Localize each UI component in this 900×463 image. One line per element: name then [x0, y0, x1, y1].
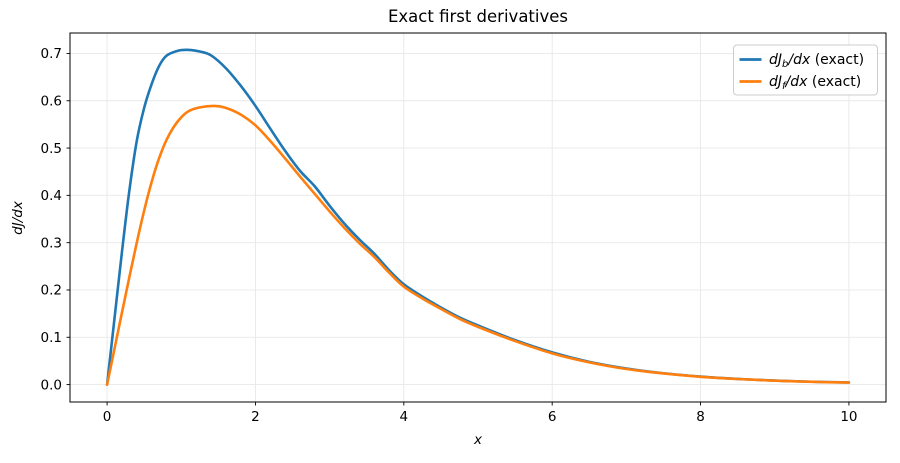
x-axis-label: x — [473, 432, 483, 448]
y-tick-label: 0.4 — [41, 188, 62, 204]
chart-title: Exact first derivatives — [388, 7, 568, 26]
y-tick-label: 0.7 — [41, 46, 62, 62]
series-line-dJf-dx — [105, 104, 851, 386]
series-layer — [105, 48, 851, 386]
x-tick-label: 0 — [103, 409, 112, 425]
x-tick-label: 6 — [548, 409, 557, 425]
y-tick-label: 0.3 — [41, 235, 62, 251]
x-tick-label: 10 — [840, 409, 857, 425]
y-tick-label: 0.6 — [41, 93, 62, 109]
x-tick-label: 4 — [400, 409, 409, 425]
x-tick-label: 8 — [696, 409, 705, 425]
axes-layer: 0 2 4 6 8 10 0.0 0.1 0.2 0.3 0.4 0.5 0.6 0.7 — [41, 32, 887, 425]
legend-label-dJf: dJf/dx (exact) — [769, 74, 861, 92]
series-line-dJb-dx — [105, 48, 851, 386]
y-axis-label: dJ/dx — [10, 200, 26, 235]
legend-box — [733, 44, 878, 96]
y-tick-label: 0.2 — [41, 283, 62, 299]
plot-area-border — [69, 32, 887, 403]
legend: dJb/dx (exact) dJf/dx (exact) — [733, 44, 878, 96]
y-tick-label: 0.5 — [41, 141, 62, 157]
y-tick-label: 0.1 — [41, 330, 62, 346]
legend-label-dJb: dJb/dx (exact) — [769, 52, 864, 70]
x-tick-label: 2 — [251, 409, 260, 425]
y-tick-label: 0.0 — [41, 377, 62, 393]
